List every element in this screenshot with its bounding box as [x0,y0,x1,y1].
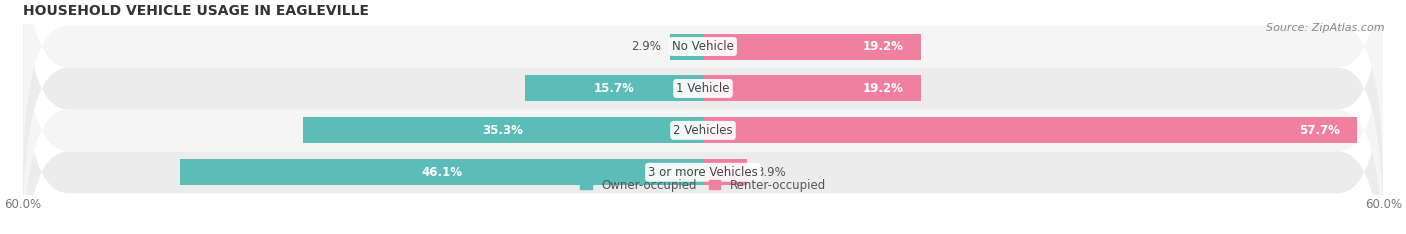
Bar [703,117,1357,143]
Text: 2 Vehicles: 2 Vehicles [673,124,733,137]
Bar [180,159,703,185]
Text: 35.3%: 35.3% [482,124,523,137]
FancyBboxPatch shape [22,0,1384,193]
Bar [671,33,703,59]
Text: 2.9%: 2.9% [631,40,661,53]
Bar [703,159,747,185]
FancyBboxPatch shape [22,0,1384,234]
Text: 15.7%: 15.7% [593,82,634,95]
Text: 1 Vehicle: 1 Vehicle [676,82,730,95]
Bar [524,76,703,102]
Text: No Vehicle: No Vehicle [672,40,734,53]
Text: 19.2%: 19.2% [863,40,904,53]
Text: 3 or more Vehicles: 3 or more Vehicles [648,166,758,179]
Text: 3.9%: 3.9% [756,166,786,179]
Legend: Owner-occupied, Renter-occupied: Owner-occupied, Renter-occupied [575,174,831,196]
Text: 57.7%: 57.7% [1299,124,1340,137]
FancyBboxPatch shape [22,0,1384,234]
FancyBboxPatch shape [22,26,1384,234]
Text: 46.1%: 46.1% [422,166,463,179]
Bar [302,117,703,143]
Text: 19.2%: 19.2% [863,82,904,95]
Bar [703,76,921,102]
Text: Source: ZipAtlas.com: Source: ZipAtlas.com [1267,23,1385,33]
Text: HOUSEHOLD VEHICLE USAGE IN EAGLEVILLE: HOUSEHOLD VEHICLE USAGE IN EAGLEVILLE [22,4,368,18]
Bar [703,33,921,59]
